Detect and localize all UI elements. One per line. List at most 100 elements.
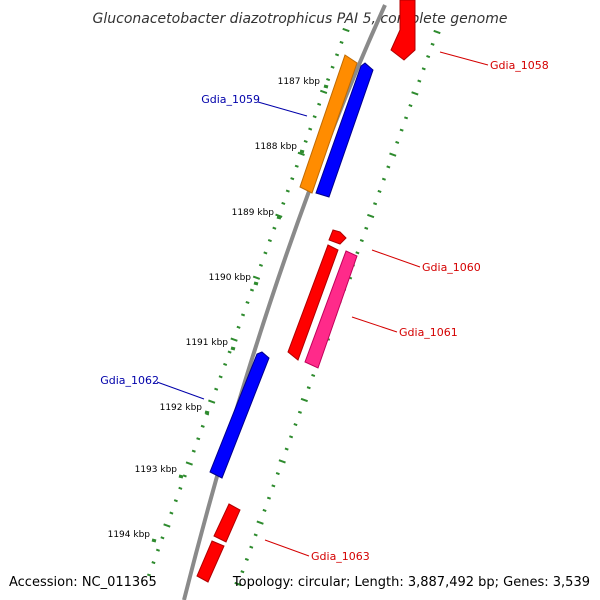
leader-gdia-1060 <box>371 249 421 268</box>
rail-tick <box>223 362 228 366</box>
label-gdia-1058[interactable]: Gdia_1058 <box>490 59 549 72</box>
rail-tick <box>377 189 382 194</box>
kbp-label-1194: 1194 kbp <box>108 530 151 540</box>
rail-tick <box>163 523 171 528</box>
rail-tick <box>408 104 413 108</box>
gene-orange-1059-adjacent[interactable] <box>299 54 358 194</box>
leader-gdia-1062 <box>156 381 205 400</box>
rail-tick <box>319 89 328 95</box>
rail-tick <box>430 42 435 46</box>
rail-tick <box>263 251 268 255</box>
rail-tick <box>294 164 299 168</box>
rail-tick <box>411 91 419 96</box>
rail-tick <box>173 499 178 503</box>
label-gdia-1062[interactable]: Gdia_1062 <box>100 374 159 387</box>
label-gdia-1060[interactable]: Gdia_1060 <box>422 261 481 274</box>
rail-tick <box>151 561 156 565</box>
label-gdia-1063[interactable]: Gdia_1063 <box>311 550 370 563</box>
rail-tick <box>214 387 219 391</box>
rail-tick <box>281 201 286 205</box>
kbp-tick-1192 <box>204 410 210 415</box>
kbp-tick-1194 <box>151 538 157 543</box>
rail-tick <box>421 67 426 71</box>
rail-tick <box>169 511 174 515</box>
gene-gdia-1062[interactable] <box>209 351 270 479</box>
gene-gdia-1060[interactable] <box>287 244 339 361</box>
leader-gdia-1058 <box>439 51 489 66</box>
rail-tick <box>275 472 280 476</box>
rail-tick <box>386 165 391 169</box>
rail-tick <box>381 177 386 181</box>
rail-tick <box>326 77 331 82</box>
rail-tick <box>293 422 298 427</box>
rail-tick <box>146 573 152 577</box>
label-gdia-1059[interactable]: Gdia_1059 <box>201 93 260 106</box>
rail-tick <box>185 461 193 466</box>
rail-tick <box>389 152 397 157</box>
rail-tick <box>236 325 241 329</box>
kbp-tick-1191 <box>230 346 236 351</box>
kbp-ticks <box>151 84 329 543</box>
rail-tick <box>306 386 311 390</box>
rail-tick <box>155 548 160 552</box>
rail-tick <box>417 79 422 83</box>
rail-tick <box>339 40 344 44</box>
rail-tick <box>234 581 242 587</box>
rail-tick <box>300 397 308 403</box>
kbp-labels: 1187 kbp 1188 kbp 1189 kbp 1190 kbp 1191… <box>108 77 321 540</box>
rail-tick <box>426 54 431 59</box>
rail-tick <box>200 424 205 428</box>
rail-tick <box>342 27 350 33</box>
rail-tick <box>230 337 238 342</box>
rail-tick <box>178 486 183 490</box>
rail-tick <box>266 496 271 500</box>
kbp-tick-1193 <box>178 474 184 479</box>
leader-gdia-1061 <box>351 316 398 333</box>
kbp-label-1193: 1193 kbp <box>135 465 178 475</box>
rail-tick <box>218 375 223 379</box>
label-gdia-1061[interactable]: Gdia_1061 <box>399 326 458 339</box>
rail-tick <box>196 437 201 441</box>
gene-labels: Gdia_1058 Gdia_1059 Gdia_1060 Gdia_1061 … <box>100 59 549 563</box>
rail-tick <box>271 484 276 488</box>
tick-rails <box>146 27 441 587</box>
gene-gdia-1063-a[interactable] <box>213 503 241 543</box>
leader-gdia-1063 <box>264 539 310 557</box>
rail-tick <box>359 238 364 243</box>
rail-tick <box>303 139 308 144</box>
kbp-tick-1189 <box>276 215 282 220</box>
rail-tick <box>317 102 322 106</box>
gene-gdia-1061[interactable] <box>304 250 358 369</box>
rail-tick <box>433 29 441 35</box>
kbp-label-1187: 1187 kbp <box>278 77 321 87</box>
gene-gdia-1063-b[interactable] <box>196 540 225 583</box>
gene-leaders <box>156 51 489 557</box>
rail-tick <box>399 128 404 132</box>
rail-tick <box>367 213 375 219</box>
rail-tick <box>395 140 400 144</box>
gene-red-small[interactable] <box>328 229 347 245</box>
rail-tick <box>252 275 261 280</box>
gene-gdia-1059[interactable] <box>315 62 374 198</box>
rail-tick <box>258 263 263 267</box>
rail-tick <box>262 508 267 512</box>
rail-tick <box>373 202 378 206</box>
kbp-label-1191: 1191 kbp <box>186 338 229 348</box>
leader-gdia-1059 <box>257 101 308 117</box>
rail-tick <box>182 474 187 478</box>
kbp-tick-1188 <box>299 149 305 154</box>
rail-tick <box>244 557 249 562</box>
rail-tick <box>208 399 216 404</box>
gene-gdia-1058[interactable] <box>390 0 416 61</box>
rail-tick <box>290 177 295 181</box>
rail-tick <box>272 226 277 230</box>
gene-features <box>196 0 416 583</box>
rail-tick <box>297 410 302 414</box>
map-title: Gluconacetobacter diazotrophicus PAI 5, … <box>93 11 508 27</box>
rail-tick <box>285 189 290 193</box>
kbp-label-1192: 1192 kbp <box>160 403 203 413</box>
rail-tick <box>249 288 255 292</box>
rail-tick <box>335 53 340 57</box>
